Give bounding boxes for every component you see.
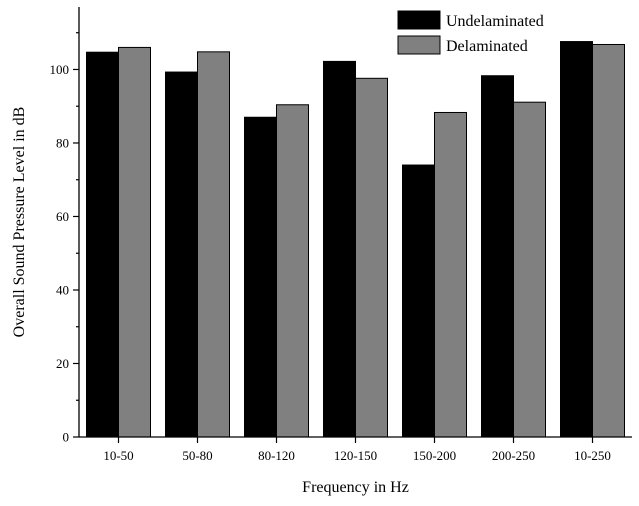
y-tick-label: 100 <box>50 62 70 77</box>
y-tick-label: 0 <box>63 430 70 445</box>
x-axis-title: Frequency in Hz <box>302 479 409 496</box>
x-tick-label: 10-50 <box>103 448 133 463</box>
bar-undelaminated-150-200 <box>402 164 435 438</box>
bars-layer <box>86 41 625 438</box>
x-tick-label: 120-150 <box>334 448 377 463</box>
x-tick-label: 10-250 <box>574 448 611 463</box>
bar-undelaminated-10-250 <box>560 41 593 438</box>
x-tick-label: 80-120 <box>258 448 295 463</box>
x-tick-label: 150-200 <box>413 448 456 463</box>
y-tick-label: 20 <box>56 356 69 371</box>
bar-undelaminated-120-150 <box>323 60 356 438</box>
legend-swatch-delaminated <box>397 35 441 55</box>
bar-delaminated-10-50 <box>118 46 151 438</box>
x-tick-label: 200-250 <box>492 448 535 463</box>
bar-delaminated-10-250 <box>592 43 625 438</box>
x-axis-ticks: 10-50 50-80 80-120 120-150 150-200 200-250 10-… <box>103 437 611 463</box>
legend-swatch-undelaminated <box>397 10 441 30</box>
bar-undelaminated-10-50 <box>86 51 119 438</box>
bar-delaminated-150-200 <box>434 111 467 438</box>
legend: Undelaminated Delaminated <box>397 10 544 55</box>
bar-delaminated-80-120 <box>276 104 309 438</box>
bar-undelaminated-80-120 <box>244 116 277 438</box>
y-tick-label: 80 <box>56 135 69 150</box>
x-tick-label: 50-80 <box>182 448 212 463</box>
y-axis-ticks: 0 20 40 60 80 100 <box>50 32 79 445</box>
y-axis-title: Overall Sound Pressure Level in dB <box>11 107 28 338</box>
bar-undelaminated-200-250 <box>481 75 514 438</box>
bar-delaminated-50-80 <box>197 51 230 438</box>
y-tick-label: 60 <box>56 209 69 224</box>
bar-delaminated-120-150 <box>355 77 388 438</box>
legend-label-delaminated: Delaminated <box>446 38 528 55</box>
legend-label-undelaminated: Undelaminated <box>446 13 544 30</box>
y-tick-label: 40 <box>56 282 69 297</box>
bar-delaminated-200-250 <box>513 101 546 438</box>
bar-undelaminated-50-80 <box>165 71 198 438</box>
